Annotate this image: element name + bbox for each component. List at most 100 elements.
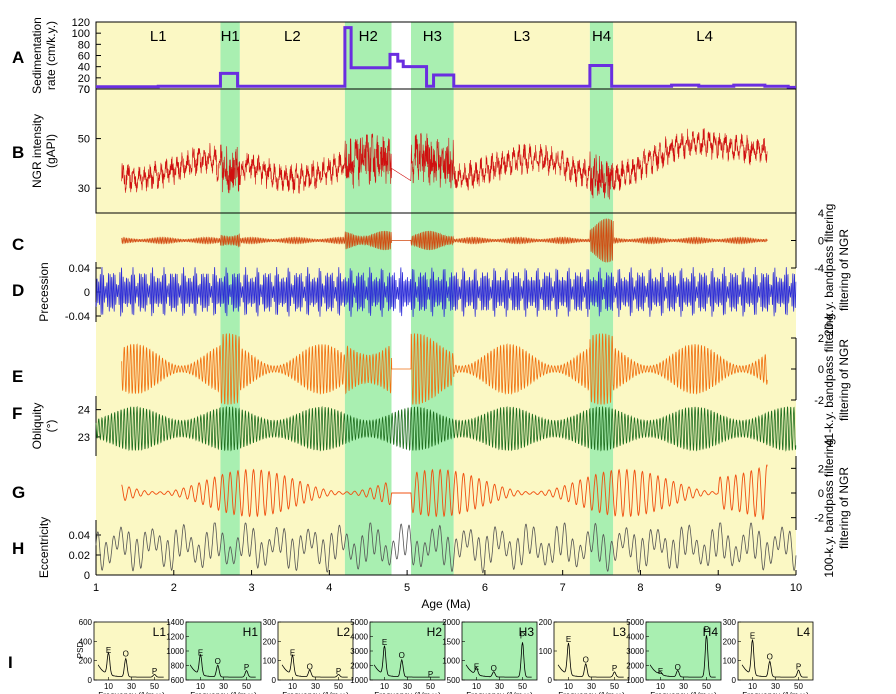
y-tick-label: 120: [72, 17, 90, 29]
zone-label-l4: L4: [696, 28, 713, 45]
panel-e: -2 0 2 E 41-k.y. bandpass filteringfiltering…: [12, 314, 851, 447]
spectrum-h2: 1000 2000 3000 4000 5000 10 30 50Frequency (1/m…: [350, 618, 446, 694]
spectrum-x-tick-label: 10: [288, 682, 297, 691]
spectrum-y-tick-label: 2000: [442, 618, 460, 627]
y-tick-label: -2: [814, 513, 824, 525]
panel-g: -2 0 2 G 100-k.y. bandpass filteringfilterin…: [12, 438, 851, 577]
spectrum-y-tick-label: 0: [272, 676, 277, 685]
spectrum-h3: 500 1000 1500 2000 10 30 50Frequency (1/m.y.) H…: [442, 618, 538, 694]
spectrum-label: H3: [519, 625, 535, 639]
peak-label-o: O: [215, 657, 221, 666]
peak-label-o: O: [767, 653, 773, 662]
spectrum-x-tick-label: 30: [587, 682, 596, 691]
spectrum-y-tick-label: 0: [732, 676, 737, 685]
spectrum-y-tick-label: 3000: [626, 647, 644, 656]
spectrum-x-tick-label: 10: [564, 682, 573, 691]
spectrum-y-tick-label: 5000: [350, 618, 368, 627]
spectrum-label: H2: [427, 625, 443, 639]
spectrum-y-tick-label: 200: [723, 637, 737, 646]
panel-letter-d: D: [12, 281, 24, 300]
spectrum-curve: [373, 645, 440, 678]
panel-letter-g: G: [12, 483, 25, 502]
peak-label-p: P: [336, 667, 341, 676]
y-tick-label: 0: [84, 84, 90, 96]
x-axis-title: Age (Ma): [421, 597, 470, 611]
peak-label-o: O: [307, 662, 313, 671]
peak-label-o: O: [123, 650, 129, 659]
peak-label-p: P: [244, 663, 249, 672]
y-tick-label: 4: [818, 208, 824, 220]
y-axis-label-g: 100-k.y. bandpass filteringfiltering of …: [822, 438, 851, 577]
spectrum-x-tick-label: 30: [679, 682, 688, 691]
spectrum-y-tick-label: 2000: [626, 662, 644, 671]
spectrum-label: L4: [797, 625, 811, 639]
peak-label-o: O: [675, 663, 681, 672]
spectrum-curve: [649, 635, 716, 678]
peak-label-e: E: [290, 649, 295, 658]
peak-label-e: E: [106, 646, 111, 655]
spectrum-x-tick-label: 50: [610, 682, 619, 691]
zone-label-h4: H4: [592, 28, 611, 45]
spectrum-x-tick-label: 50: [518, 682, 527, 691]
spectra-y-label: PSD: [76, 642, 85, 659]
y-tick-label: 40: [78, 62, 90, 74]
spectrum-l2: 0 100 200 300 10 30 50Frequency (1/m.y.) L2 E O P: [263, 618, 354, 694]
spectrum-y-tick-label: 1000: [166, 647, 184, 656]
zone-label-h1: H1: [221, 28, 240, 45]
x-tick-label: 4: [326, 582, 332, 594]
series-precession: [95, 266, 797, 318]
spectrum-curve: [465, 642, 532, 678]
panel-letter-a: A: [12, 48, 24, 67]
x-tick-label: 10: [790, 582, 802, 594]
spectrum-x-tick-label: 30: [771, 682, 780, 691]
spectrum-x-label: Frequency (1/m.y.): [742, 691, 809, 694]
spectrum-y-tick-label: 200: [79, 657, 93, 666]
spectrum-y-tick-label: 600: [171, 676, 185, 685]
peak-label-p: P: [520, 631, 525, 640]
y-tick-label: 70: [78, 84, 90, 96]
spectrum-y-tick-label: 100: [539, 647, 553, 656]
peak-label-p: P: [428, 670, 433, 679]
spectrum-frame: [737, 621, 814, 681]
y-tick-label: 80: [78, 39, 90, 51]
series-eccentricity: [95, 522, 797, 574]
spectra-panel: IPSD0200400600103050Frequency (1/m.y.)L1…: [8, 618, 814, 694]
spectrum-curve: [557, 642, 624, 678]
spectrum-h1: 600 800 1000 1200 1400 10 30 50Frequency (1/m.y…: [166, 618, 262, 694]
series-obliquity: [95, 405, 797, 452]
spectrum-x-tick-label: 50: [426, 682, 435, 691]
spectrum-x-tick-label: 30: [219, 682, 228, 691]
spectrum-x-tick-label: 50: [242, 682, 251, 691]
y-tick-label: 2: [818, 463, 824, 475]
peak-label-o: O: [399, 651, 405, 660]
x-tick-label: 2: [171, 582, 177, 594]
y-tick-label: 23: [78, 432, 90, 444]
spectrum-y-tick-label: 4000: [626, 633, 644, 642]
spectrum-l4: 0 100 200 300 10 30 50Frequency (1/m.y.) L4 E O P: [723, 618, 814, 694]
y-tick-label: -0.04: [65, 311, 90, 323]
spectrum-y-tick-label: 500: [447, 676, 461, 685]
x-tick-label: 1: [93, 582, 99, 594]
y-tick-label: 50: [78, 134, 90, 146]
spectrum-label: L2: [337, 625, 351, 639]
peak-label-p: P: [612, 664, 617, 673]
y-tick-label: 0: [818, 364, 824, 376]
spectrum-frame: [369, 621, 446, 681]
panel-f: 23 24 F Obliquity(°): [12, 396, 797, 456]
spectrum-label: L3: [613, 625, 627, 639]
spectrum-y-tick-label: 0: [88, 676, 93, 685]
spectrum-curve: [189, 653, 256, 678]
y-axis-label-b: NGR intensity(gAPI): [30, 114, 58, 188]
spectrum-x-label: Frequency (1/m.y.): [558, 691, 625, 694]
spectrum-curve: [97, 651, 164, 678]
panel-letter-f: F: [12, 404, 22, 423]
panel-letter-c: C: [12, 235, 24, 254]
spectrum-x-label: Frequency (1/m.y.): [282, 691, 349, 694]
spectrum-y-tick-label: 800: [171, 662, 185, 671]
peak-label-o: O: [491, 664, 497, 673]
spectrum-curve: [281, 653, 348, 678]
spectrum-x-label: Frequency (1/m.y.): [466, 691, 533, 694]
spectrum-l3: 0 100 200 10 30 50Frequency (1/m.y.) L3 E O P: [539, 618, 630, 694]
spectrum-frame: [185, 621, 262, 681]
